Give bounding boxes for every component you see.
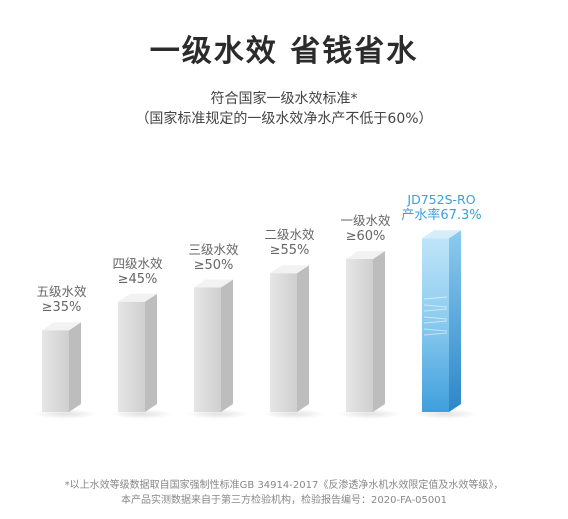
bar-front	[270, 273, 297, 412]
bar-front	[42, 330, 69, 412]
water-wave	[423, 316, 448, 320]
bar	[338, 251, 401, 419]
bar-front	[194, 287, 221, 412]
bar	[110, 293, 173, 419]
water-wave	[423, 320, 448, 324]
subtitle: 符合国家一级水效标准*	[210, 91, 358, 107]
grade-value: 产水率67.3%	[401, 208, 482, 224]
page-title: 一级水效 省钱省水	[149, 34, 419, 69]
bar-side	[449, 230, 461, 412]
product-label: JD752S-RO 产水率67.3%	[392, 192, 492, 224]
grade-name: 一级水效	[340, 213, 391, 228]
bar-side	[221, 279, 233, 412]
water-wave	[423, 296, 448, 300]
bar-front	[346, 259, 373, 412]
grade-value: ≥50%	[193, 257, 234, 273]
grade-label: 一级水效 ≥60%	[316, 213, 416, 245]
water-wave	[423, 332, 448, 336]
bar-highlight	[414, 230, 477, 419]
subtitle-note: （国家标准规定的一级水效净水产不低于60%）	[135, 111, 433, 127]
water-wave	[423, 308, 448, 312]
grade-label: 三级水效 ≥50%	[164, 242, 264, 274]
grade-name: 五级水效	[36, 284, 87, 300]
bar-top	[194, 279, 233, 288]
bar-top	[118, 293, 157, 302]
bar-side	[145, 293, 157, 412]
bar-top	[422, 230, 461, 239]
bar-side	[373, 251, 385, 412]
water-wave	[423, 328, 448, 332]
grade-value: ≥55%	[269, 243, 310, 259]
grade-name: 二级水效	[264, 227, 315, 243]
bar-front	[422, 238, 449, 412]
bar-top	[346, 251, 385, 259]
footnote-line-2: 本产品实测数据来自于第三方检验机构，检验报告编号：2020-FA-05001	[121, 495, 447, 506]
bar-side	[69, 322, 81, 412]
grade-name: JD752S-RO	[407, 192, 476, 208]
bar	[34, 322, 97, 419]
footnote-line-1: *以上水效等级数据取自国家强制性标准GB 34914-2017《反渗透净水机水效…	[64, 480, 504, 491]
bar-side	[297, 265, 309, 412]
grade-name: 三级水效	[188, 241, 239, 257]
bar	[186, 279, 249, 419]
grade-label: 五级水效 ≥35%	[12, 284, 112, 316]
bar	[262, 265, 325, 419]
grade-value: ≥35%	[41, 300, 82, 316]
grade-value: ≥45%	[117, 271, 158, 287]
grade-label: 四级水效 ≥45%	[88, 256, 188, 288]
bar-top	[42, 322, 81, 331]
bar-front	[118, 301, 145, 412]
bar-top	[270, 265, 309, 274]
grade-value: ≥60%	[345, 229, 386, 244]
grade-name: 四级水效	[112, 255, 163, 271]
grade-label: 二级水效 ≥55%	[240, 227, 340, 259]
water-wave	[423, 304, 448, 308]
